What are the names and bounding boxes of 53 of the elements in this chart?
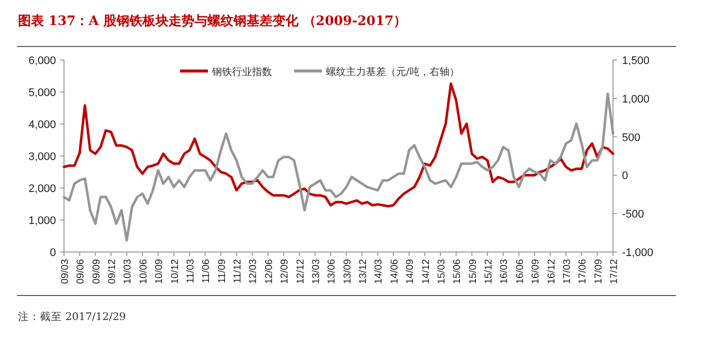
y-tick-label: 2,000 (28, 183, 56, 195)
x-tick-label: 17/09 (593, 258, 604, 284)
x-tick-label: 12/03 (248, 258, 260, 284)
x-tick-label: 13/12 (358, 258, 370, 284)
x-tick-label: 11/12 (232, 258, 244, 284)
y-tick-label: 5,000 (28, 87, 56, 99)
x-tick-label: 12/06 (264, 258, 275, 284)
y-tick-label: 1,000 (28, 215, 56, 227)
x-tick-label: 11/03 (185, 258, 196, 284)
y2-tick-label: -1,000 (622, 247, 654, 259)
x-tick-label: 17/03 (562, 258, 573, 284)
y-tick-label: 0 (50, 247, 56, 259)
x-tick-label: 14/03 (374, 258, 385, 284)
x-tick-label: 14/06 (389, 258, 400, 284)
x-tick-label: 13/09 (342, 258, 354, 284)
x-tick-label: 14/12 (420, 258, 432, 284)
x-tick-label: 14/09 (405, 258, 416, 284)
x-tick-label: 10/09 (154, 258, 166, 284)
y-tick-label: 6,000 (28, 55, 56, 67)
x-tick-label: 15/12 (484, 258, 495, 284)
x-tick-label: 15/06 (452, 258, 464, 284)
y2-tick-label: 1,000 (622, 93, 650, 106)
legend-label: 钢铁行业指数 (211, 66, 272, 78)
x-tick-label: 17/06 (578, 258, 589, 284)
y-tick-label: 4,000 (28, 119, 56, 131)
x-tick-label: 16/06 (514, 258, 526, 284)
x-tick-label: 16/03 (499, 258, 510, 284)
text: 注：截至 2017/12/29 (18, 310, 126, 323)
x-tick-label: 13/06 (326, 258, 338, 284)
y2-tick-label: 1,500 (622, 55, 650, 67)
x-tick-label: 10/06 (138, 258, 150, 284)
x-tick-label: 11/06 (201, 258, 212, 284)
x-tick-label: 13/03 (310, 258, 322, 284)
x-tick-label: 16/09 (530, 258, 542, 284)
y2-tick-label: 500 (622, 132, 640, 144)
x-tick-label: 09/03 (60, 258, 71, 284)
x-tick-label: 16/12 (546, 258, 558, 284)
y-tick-label: 3,000 (28, 151, 56, 163)
y2-tick-label: -500 (622, 208, 644, 221)
x-tick-label: 09/12 (107, 258, 118, 284)
x-tick-label: 09/06 (76, 258, 87, 284)
y2-tick-label: 0 (622, 170, 628, 182)
x-tick-label: 17/12 (609, 258, 620, 284)
x-tick-label: 12/12 (295, 258, 306, 284)
legend-label: 螺纹主力基差（元/吨，右轴） (326, 66, 460, 78)
x-tick-label: 15/03 (436, 258, 448, 284)
x-tick-label: 10/12 (170, 258, 181, 284)
x-tick-label: 09/09 (91, 258, 102, 284)
x-tick-label: 12/09 (280, 258, 291, 284)
chart-title: 图表 137：A 股钢铁板块走势与螺纹钢基差变化 （2009-2017） (18, 13, 407, 29)
x-tick-label: 11/09 (216, 258, 228, 284)
x-tick-label: 15/09 (468, 258, 479, 284)
x-tick-label: 10/03 (122, 258, 134, 284)
